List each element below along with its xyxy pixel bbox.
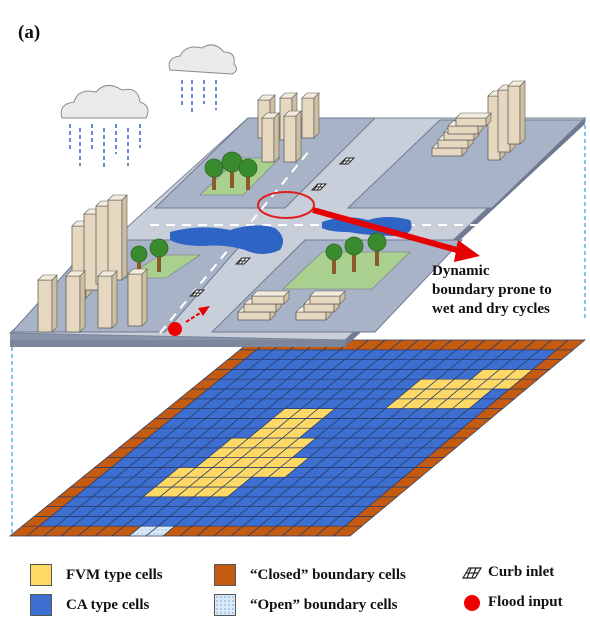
- building-roof: [261, 112, 280, 119]
- legend-ca-label: CA type cells: [66, 596, 150, 613]
- ca-swatch: [30, 594, 52, 616]
- panel-label: (a): [18, 22, 41, 43]
- building-icon: [507, 85, 521, 145]
- building-icon: [127, 273, 143, 327]
- building-roof: [251, 290, 290, 297]
- building-roof: [301, 92, 320, 99]
- building-roof: [507, 80, 526, 87]
- building-icon: [107, 199, 123, 281]
- legend-closed: “Closed” boundary cells: [214, 564, 406, 586]
- trees: [130, 151, 387, 274]
- building-roof: [97, 270, 118, 277]
- building-side: [519, 80, 526, 145]
- legend-flood-label: Flood input: [488, 594, 563, 610]
- building-side: [79, 270, 86, 333]
- wet-dry-boundary-marker: [257, 191, 315, 219]
- legend-open: “Open” boundary cells: [214, 594, 398, 616]
- building-icon: [295, 311, 327, 321]
- building-icon: [237, 311, 271, 321]
- building-icon: [243, 303, 277, 313]
- building-icon: [431, 147, 463, 157]
- fvm-swatch: [30, 564, 52, 586]
- building-side: [313, 92, 320, 139]
- legend-ca: CA type cells: [30, 594, 149, 616]
- building-roof: [309, 290, 346, 297]
- legend-open-label: “Open” boundary cells: [250, 596, 398, 613]
- legend: FVM type cells CA type cells “Closed” bo…: [0, 558, 590, 628]
- building-roof: [279, 92, 298, 99]
- open-swatch: [214, 594, 236, 616]
- legend-curb: Curb inlet: [462, 564, 554, 581]
- building-roof: [107, 194, 128, 201]
- grid-cell: [555, 339, 586, 351]
- curb-inlets: [188, 157, 356, 297]
- building-icon: [37, 279, 53, 333]
- building-icon: [251, 295, 285, 305]
- building-icon: [97, 275, 113, 329]
- building-icon: [301, 97, 315, 139]
- building-side: [295, 110, 302, 163]
- flow-arrow-icon: [312, 207, 480, 262]
- buildings: [37, 80, 526, 333]
- building-icon: [303, 303, 335, 313]
- legend-flood: Flood input: [464, 594, 563, 611]
- building-roof: [127, 268, 148, 275]
- computational-grid: [9, 339, 586, 537]
- wet-dry-annotation: Dynamic boundary prone to wet and dry cy…: [432, 263, 552, 317]
- building-roof: [283, 110, 302, 117]
- legend-closed-label: “Closed” boundary cells: [250, 566, 406, 583]
- legend-fvm-label: FVM type cells: [66, 566, 163, 583]
- building-icon: [455, 117, 487, 127]
- building-icon: [447, 125, 479, 135]
- closed-swatch: [214, 564, 236, 586]
- building-roof: [257, 94, 276, 101]
- building-side: [111, 270, 118, 329]
- building-side: [141, 268, 148, 327]
- flood-input-dot-icon: [464, 594, 480, 611]
- building-roof: [65, 270, 86, 277]
- rain-cloud-icon: [60, 44, 238, 170]
- building-roof: [37, 274, 58, 281]
- legend-curb-label: Curb inlet: [488, 564, 555, 580]
- building-icon: [65, 275, 81, 333]
- building-side: [51, 274, 58, 333]
- building-icon: [261, 117, 275, 163]
- building-side: [121, 194, 128, 281]
- flood-input-icon: [168, 306, 210, 336]
- building-icon: [309, 295, 341, 305]
- building-side: [273, 112, 280, 163]
- curb-inlet-icon: [462, 566, 482, 579]
- building-icon: [283, 115, 297, 163]
- building-icon: [437, 139, 469, 149]
- legend-fvm: FVM type cells: [30, 564, 163, 586]
- building-roof: [455, 112, 492, 119]
